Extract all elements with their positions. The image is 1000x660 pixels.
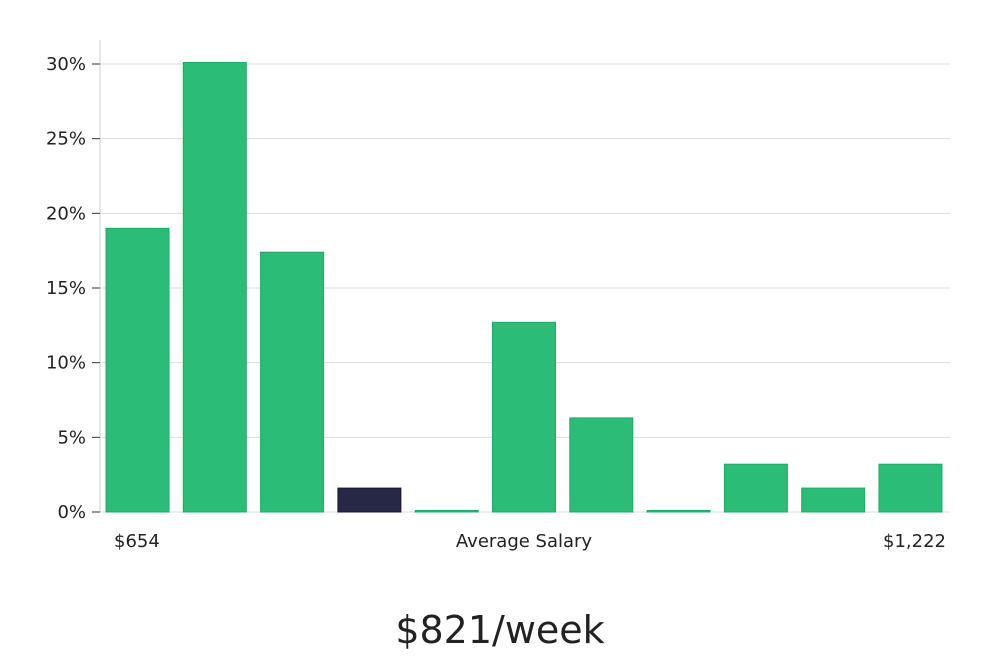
x-min-label: $654 xyxy=(114,531,160,552)
histogram-bar xyxy=(723,463,788,513)
y-tick-label: 20% xyxy=(46,203,86,224)
y-tick-label: 25% xyxy=(46,129,86,150)
y-tick-label: 5% xyxy=(57,427,86,448)
histogram-bar xyxy=(182,62,247,513)
histogram-bar xyxy=(260,251,325,513)
histogram-bar xyxy=(878,463,943,513)
histogram-bar xyxy=(105,227,170,513)
histogram-bar xyxy=(569,417,634,513)
salary-histogram: 0%5%10%15%20%25%30% $654 Average Salary … xyxy=(46,40,950,552)
histogram-bar xyxy=(414,510,479,513)
histogram-bar xyxy=(492,321,556,513)
average-salary-readout: $821/week xyxy=(395,608,605,652)
x-axis-title: Average Salary xyxy=(456,531,593,552)
histogram-bar xyxy=(646,510,711,513)
x-max-label: $1,222 xyxy=(883,531,946,552)
histogram-bar-highlighted xyxy=(337,487,402,513)
histogram-bar xyxy=(801,487,866,513)
y-tick-label: 15% xyxy=(46,278,86,299)
y-tick-label: 10% xyxy=(46,353,86,374)
histogram-bars xyxy=(105,62,943,513)
y-tick-label: 0% xyxy=(57,502,86,523)
y-axis: 0% 5% 10% 15% 20% 25% 30% xyxy=(46,40,101,523)
y-tick-label: 30% xyxy=(46,54,86,75)
